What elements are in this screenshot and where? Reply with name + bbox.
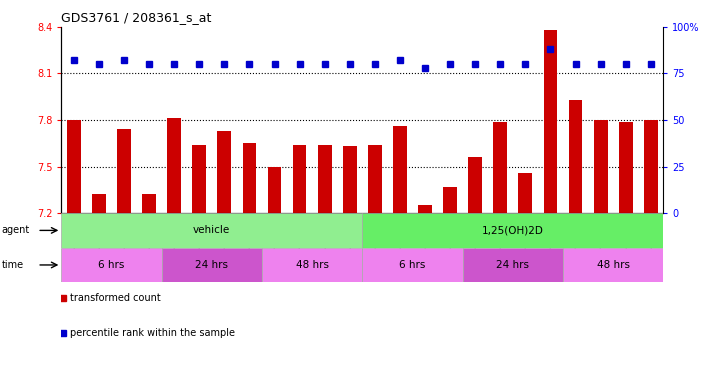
Text: 6 hrs: 6 hrs [399, 260, 425, 270]
Bar [142, 194, 156, 213]
Text: GDS3761 / 208361_s_at: GDS3761 / 208361_s_at [61, 12, 212, 25]
Text: 48 hrs: 48 hrs [597, 260, 629, 270]
Bar [418, 205, 432, 213]
Text: 1,25(OH)2D: 1,25(OH)2D [482, 225, 544, 235]
Bar [343, 146, 357, 213]
Text: 24 hrs: 24 hrs [195, 260, 229, 270]
Bar [117, 129, 131, 213]
Text: agent: agent [1, 225, 30, 235]
Text: 48 hrs: 48 hrs [296, 260, 329, 270]
Bar [463, 248, 563, 282]
Bar [267, 167, 281, 213]
Text: percentile rank within the sample: percentile rank within the sample [71, 328, 235, 338]
Bar [218, 131, 231, 213]
Bar [61, 213, 363, 248]
Bar [468, 157, 482, 213]
Bar [518, 173, 532, 213]
Bar [544, 30, 557, 213]
Bar [493, 122, 507, 213]
Bar [644, 120, 658, 213]
Bar [363, 213, 663, 248]
Bar [242, 143, 257, 213]
Bar [61, 248, 162, 282]
Bar [262, 248, 363, 282]
Text: 24 hrs: 24 hrs [496, 260, 529, 270]
Text: transformed count: transformed count [71, 293, 161, 303]
Bar [193, 145, 206, 213]
Bar [619, 122, 632, 213]
Bar [363, 248, 463, 282]
Bar [593, 120, 608, 213]
Bar [293, 145, 306, 213]
Text: time: time [1, 260, 24, 270]
Text: 6 hrs: 6 hrs [98, 260, 125, 270]
Text: vehicle: vehicle [193, 225, 231, 235]
Bar [569, 100, 583, 213]
Bar [67, 120, 81, 213]
Bar [393, 126, 407, 213]
Bar [368, 145, 381, 213]
Bar [563, 248, 663, 282]
Bar [92, 194, 106, 213]
Bar [443, 187, 457, 213]
Bar [167, 118, 181, 213]
Bar [318, 145, 332, 213]
Bar [162, 248, 262, 282]
